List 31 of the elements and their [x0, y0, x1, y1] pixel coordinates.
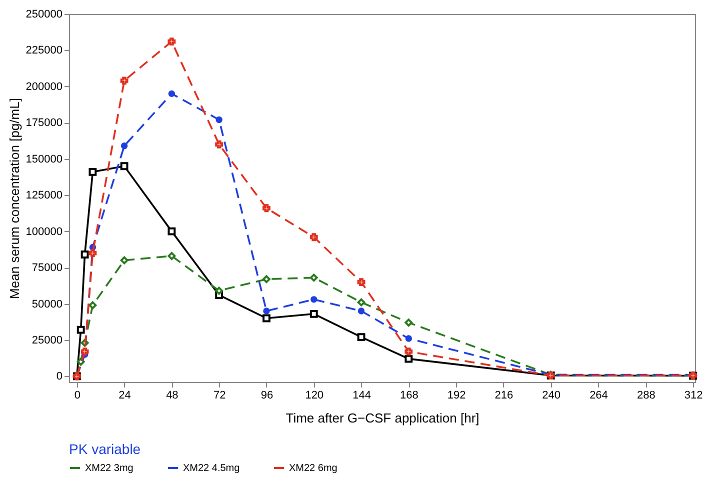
y-tick-label: 250000	[26, 8, 62, 20]
x-tick-label: 0	[74, 390, 80, 402]
x-tick-label: 96	[260, 390, 274, 402]
y-tick-label: 175000	[26, 117, 62, 130]
x-tick-label: 48	[166, 390, 178, 402]
y-tick-label: 125000	[26, 190, 62, 202]
x-tick-label: 72	[213, 390, 226, 402]
y-tick-label: 25000	[32, 334, 62, 346]
legend-label: XM22 3mg	[85, 463, 134, 474]
x-tick-label: 264	[590, 390, 608, 402]
x-tick-label: 120	[305, 390, 324, 402]
legend-title: PK variable	[69, 441, 141, 457]
x-tick-label: 216	[494, 390, 514, 402]
x-tick-label: 312	[684, 390, 703, 402]
legend-label: XM22 4.5mg	[183, 463, 240, 474]
y-tick-label: 75000	[32, 262, 62, 274]
y-tick-label: 200000	[26, 80, 62, 93]
x-tick-label: 168	[400, 390, 418, 402]
x-tick-label: 288	[636, 390, 656, 402]
y-tick-label: 225000	[26, 44, 62, 57]
x-tick-label: 24	[118, 390, 131, 402]
y-tick-label: 150000	[26, 153, 62, 166]
legend-label: XM22 6mg	[289, 463, 338, 474]
y-tick-label: 0	[56, 370, 62, 383]
y-axis-title: Mean serum concentration [pg/mL]	[6, 98, 22, 299]
x-axis-title: Time after G−CSF application [hr]	[286, 410, 480, 426]
x-tick-label: 192	[447, 390, 466, 402]
y-tick-label: 100000	[26, 226, 62, 238]
x-tick-label: 144	[352, 390, 371, 402]
x-tick-label: 240	[542, 390, 561, 402]
y-tick-label: 50000	[32, 298, 62, 310]
